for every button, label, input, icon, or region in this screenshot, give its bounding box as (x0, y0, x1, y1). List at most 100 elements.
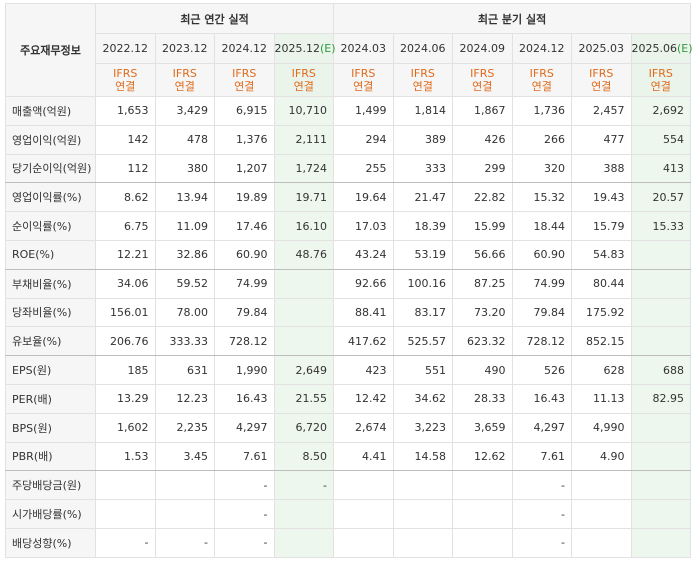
period-label: 2025.12 (274, 42, 321, 55)
value-cell: 320 (511, 153, 573, 184)
value-cell: 53.19 (392, 239, 454, 270)
value-cell: 16.43 (214, 383, 275, 414)
value-cell: 1,736 (511, 96, 573, 126)
value-cell: 87.25 (452, 268, 513, 299)
value-cell: 14.58 (392, 441, 454, 472)
value-cell: 423 (333, 355, 394, 385)
row-label: 주당배당금(원) (5, 470, 96, 501)
value-cell: 852.15 (571, 326, 632, 357)
value-cell: 78.00 (154, 297, 215, 328)
table-row: 영업이익(억원) 142 478 1,376 2,111 294 389 426 266 477 5… (5, 124, 692, 155)
value-cell: 59.52 (154, 268, 215, 299)
basis-scope: 연결 (412, 80, 433, 93)
period-header: 2024.12 (511, 33, 573, 64)
basis-header: IFRS 연결 (571, 63, 632, 97)
value-cell: 15.79 (571, 211, 632, 241)
value-cell: 19.43 (571, 182, 632, 213)
value-cell: 1,814 (392, 96, 454, 126)
value-cell (571, 527, 632, 558)
basis-header: IFRS 연결 (630, 63, 692, 97)
basis-standard: IFRS (351, 67, 376, 80)
basis-standard: IFRS (232, 67, 257, 80)
value-cell: 17.46 (214, 211, 275, 241)
value-cell (333, 470, 394, 501)
value-cell: 82.95 (630, 383, 692, 414)
value-cell: 6,720 (273, 412, 335, 443)
value-cell: 388 (571, 153, 632, 184)
table-row: BPS(원) 1,602 2,235 4,297 6,720 2,674 3,223 3,65… (5, 412, 692, 443)
value-cell (630, 239, 692, 270)
value-cell: 13.29 (95, 383, 156, 414)
financial-summary-table-container: 주요재무정보 최근 연간 실적 최근 분기 실적 2022.12 2023.12 2… (5, 3, 693, 558)
basis-scope: 연결 (531, 80, 552, 93)
value-cell: 74.99 (511, 268, 573, 299)
value-cell: 1,499 (333, 96, 394, 126)
value-cell: 728.12 (214, 326, 275, 357)
table-row: 주당배당금(원) - - - (5, 470, 692, 501)
period-label: 2024.12 (519, 42, 565, 55)
value-cell: 8.62 (95, 182, 156, 213)
basis-scope: 연결 (293, 80, 314, 93)
value-cell: 13.94 (154, 182, 215, 213)
basis-standard: IFRS (410, 67, 435, 80)
value-cell (452, 499, 513, 529)
value-cell (630, 326, 692, 357)
basis-standard: IFRS (172, 67, 197, 80)
basis-row: IFRS 연결 IFRS 연결 IFRS 연결 IFRS 연결 IFRS 연결 IFRS 연결 IFRS… (6, 63, 692, 97)
annual-group-header: 최근 연간 실적 (94, 3, 335, 34)
value-cell (273, 268, 335, 299)
basis-scope: 연결 (115, 80, 136, 93)
period-header: 2025.06(E) (630, 33, 693, 64)
value-cell (392, 527, 454, 558)
value-cell: 688 (630, 355, 692, 385)
value-cell: 19.89 (214, 182, 275, 213)
row-label: 당기순이익(억원) (5, 153, 96, 184)
row-label: 시가배당률(%) (5, 499, 96, 529)
value-cell: 56.66 (452, 239, 513, 270)
value-cell: 7.61 (511, 441, 573, 472)
value-cell: 73.20 (452, 297, 513, 328)
value-cell: 728.12 (511, 326, 573, 357)
row-label: PBR(배) (5, 441, 96, 472)
value-cell: 12.42 (333, 383, 394, 414)
basis-scope: 연결 (650, 80, 671, 93)
value-cell: 2,692 (630, 96, 692, 126)
financial-summary-table: 주요재무정보 최근 연간 실적 최근 분기 실적 2022.12 2023.12 2… (5, 3, 693, 558)
basis-standard: IFRS (589, 67, 614, 80)
value-cell (273, 297, 335, 328)
value-cell: 299 (452, 153, 513, 184)
value-cell: 1,207 (214, 153, 275, 184)
period-header: 2025.03 (571, 33, 632, 64)
basis-header: IFRS 연결 (214, 63, 275, 97)
value-cell: 4,297 (214, 412, 275, 443)
row-label: 유보율(%) (5, 326, 96, 357)
value-cell: 1,653 (95, 96, 156, 126)
table-row: 부채비율(%) 34.06 59.52 74.99 92.66 100.16 87.25 74… (5, 268, 692, 299)
value-cell: 4.41 (333, 441, 394, 472)
period-row: 2022.12 2023.12 2024.12 2025.12(E) 2024.03 20… (6, 33, 693, 64)
table-header: 주요재무정보 최근 연간 실적 최근 분기 실적 2022.12 2023.12 2… (5, 3, 693, 97)
value-cell: 526 (511, 355, 573, 385)
basis-header: IFRS 연결 (452, 63, 513, 97)
basis-scope: 연결 (472, 80, 493, 93)
value-cell: 266 (511, 124, 573, 155)
basis-header: IFRS 연결 (273, 63, 335, 97)
value-cell: 15.32 (511, 182, 573, 213)
value-cell: 19.64 (333, 182, 394, 213)
value-cell: 206.76 (95, 326, 156, 357)
value-cell (571, 499, 632, 529)
value-cell: 631 (154, 355, 215, 385)
value-cell: 60.90 (511, 239, 573, 270)
row-label: 순이익률(%) (5, 211, 96, 241)
value-cell: 8.50 (273, 441, 335, 472)
value-cell: 294 (333, 124, 394, 155)
value-cell: - (214, 527, 275, 558)
period-header: 2022.12 (95, 33, 156, 64)
value-cell: - (511, 470, 573, 501)
basis-scope: 연결 (174, 80, 195, 93)
value-cell: 477 (571, 124, 632, 155)
value-cell: - (214, 470, 275, 501)
row-label: 매출액(억원) (5, 96, 96, 126)
value-cell: - (511, 527, 573, 558)
basis-header: IFRS 연결 (511, 63, 573, 97)
